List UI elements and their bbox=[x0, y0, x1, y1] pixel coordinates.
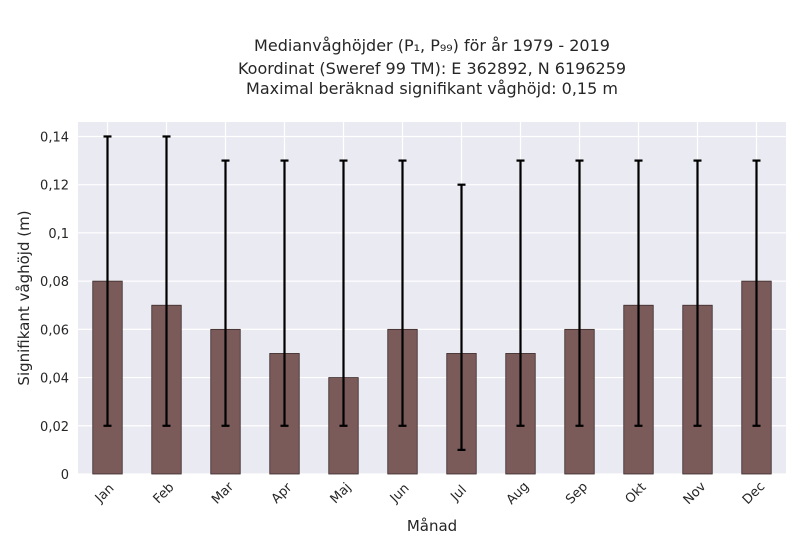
x-tick-label: Jul bbox=[447, 483, 469, 505]
x-tick-label: Apr bbox=[269, 480, 296, 507]
error-bar-nov bbox=[693, 159, 702, 427]
y-tick-label: 0,12 bbox=[40, 179, 69, 194]
y-axis-label: Signifikant våghöjd (m) bbox=[15, 210, 33, 385]
error-bar-apr bbox=[280, 159, 289, 427]
y-tick-label: 0,06 bbox=[40, 323, 69, 338]
y-tick-label: 0,02 bbox=[40, 420, 69, 435]
y-tick-label: 0,04 bbox=[40, 372, 69, 387]
y-tick-label: 0,08 bbox=[40, 275, 69, 290]
y-tick-label: 0,14 bbox=[40, 130, 69, 145]
chart-title-line-3: Maximal beräknad signifikant våghöjd: 0,… bbox=[246, 79, 618, 98]
x-tick-labels: Jan Feb Mar Apr Maj Jun Jul Aug Sep Okt Nov Dec bbox=[92, 479, 768, 508]
error-bar-okt bbox=[634, 159, 643, 427]
error-bar-sep bbox=[575, 159, 584, 427]
error-bars bbox=[103, 135, 761, 451]
x-axis-label: Månad bbox=[407, 517, 457, 535]
error-bar-dec bbox=[752, 159, 761, 427]
x-tick-label: Nov bbox=[681, 479, 710, 508]
x-tick-label: Aug bbox=[504, 479, 533, 508]
x-tick-label: Feb bbox=[151, 480, 178, 507]
error-bar-maj bbox=[339, 159, 348, 427]
y-tick-label: 0,1 bbox=[48, 227, 69, 242]
plot-area bbox=[78, 122, 786, 474]
x-tick-label: Mar bbox=[209, 479, 237, 507]
x-tick-label: Sep bbox=[563, 480, 591, 508]
x-tick-label: Jun bbox=[387, 481, 413, 507]
error-bar-mar bbox=[221, 159, 230, 427]
y-tick-label: 0 bbox=[61, 468, 69, 483]
error-bar-jun bbox=[398, 159, 407, 427]
error-bar-feb bbox=[162, 135, 171, 427]
chart-title-line-1: Medianvåghöjder (P₁, P₉₉) för år 1979 - … bbox=[254, 36, 610, 55]
chart-title: Medianvåghöjder (P₁, P₉₉) för år 1979 - … bbox=[238, 36, 626, 98]
x-tick-label: Dec bbox=[740, 479, 768, 507]
y-tick-labels: 0 0,02 0,04 0,06 0,08 0,1 0,12 0,14 bbox=[40, 130, 69, 483]
error-bar-aug bbox=[516, 159, 525, 427]
x-tick-label: Maj bbox=[328, 480, 355, 507]
x-tick-label: Jan bbox=[92, 481, 117, 506]
error-bar-jan bbox=[103, 135, 112, 427]
x-tick-label: Okt bbox=[623, 480, 650, 507]
chart-title-line-2: Koordinat (Sweref 99 TM): E 362892, N 61… bbox=[238, 59, 626, 78]
error-bar-jul bbox=[457, 183, 466, 451]
